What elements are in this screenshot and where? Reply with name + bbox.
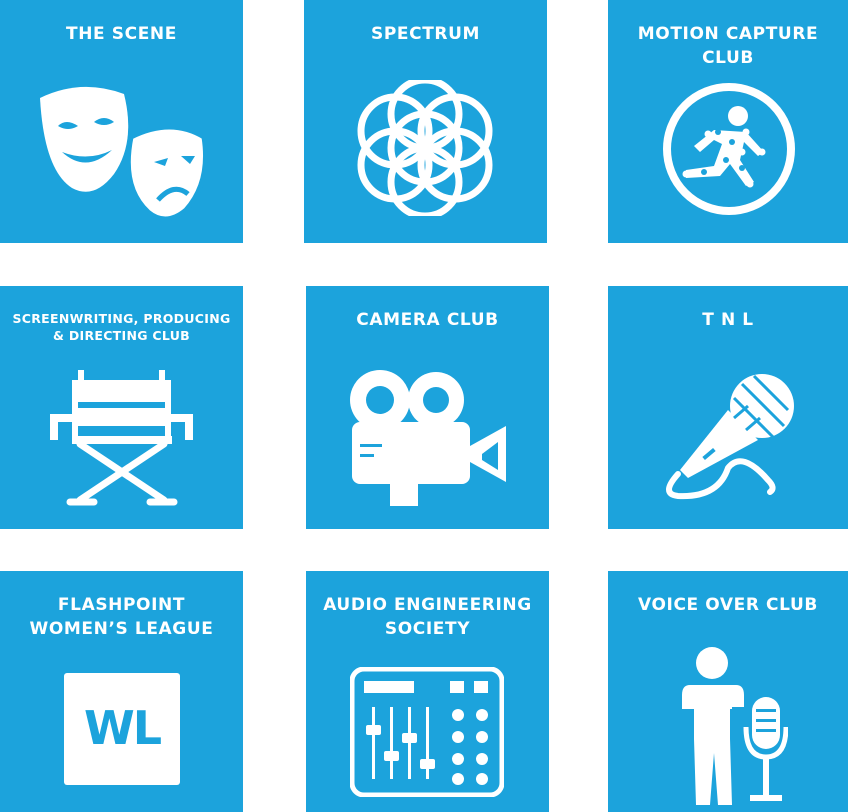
tile-flashpoint-womens-league[interactable]: FLASHPOINT WOMEN’S LEAGUE WL xyxy=(0,571,243,812)
voice-actor-microphone-icon xyxy=(682,647,788,805)
tile-audio-engineering-society[interactable]: AUDIO ENGINEERING SOCIETY xyxy=(306,571,549,812)
wl-logo-text: WL xyxy=(83,701,162,755)
tile-title: VOICE OVER CLUB xyxy=(638,595,818,615)
wl-logo-icon: WL xyxy=(64,673,180,785)
directors-chair-icon xyxy=(50,370,193,506)
motion-capture-runner-icon xyxy=(663,83,795,215)
tile-title: FLASHPOINT WOMEN’S LEAGUE xyxy=(29,595,214,639)
tile-title: AUDIO ENGINEERING SOCIETY xyxy=(323,595,532,639)
microphone-icon xyxy=(666,374,794,500)
theater-masks-icon xyxy=(40,86,209,222)
film-camera-icon xyxy=(350,370,506,506)
mixing-console-icon xyxy=(350,667,504,797)
flower-of-life-icon xyxy=(357,80,493,216)
tile-title: MOTION CAPTURE CLUB xyxy=(637,24,819,68)
tile-title: T N L xyxy=(702,310,754,330)
tile-tnl[interactable]: T N L xyxy=(608,286,848,529)
tile-title: SCREENWRITING, PRODUCING & DIRECTING CLU… xyxy=(12,311,231,343)
tile-title: SPECTRUM xyxy=(371,24,480,44)
tile-motion-capture-club[interactable]: MOTION CAPTURE CLUB xyxy=(608,0,848,243)
tile-spectrum[interactable]: SPECTRUM xyxy=(304,0,547,243)
tile-the-scene[interactable]: THE SCENE xyxy=(0,0,243,243)
tile-title: THE SCENE xyxy=(66,24,177,44)
tile-camera-club[interactable]: CAMERA CLUB xyxy=(306,286,549,529)
tile-voice-over-club[interactable]: VOICE OVER CLUB xyxy=(608,571,848,812)
tile-screenwriting-producing-directing-club[interactable]: SCREENWRITING, PRODUCING & DIRECTING CLU… xyxy=(0,286,243,529)
tile-title: CAMERA CLUB xyxy=(356,310,499,330)
